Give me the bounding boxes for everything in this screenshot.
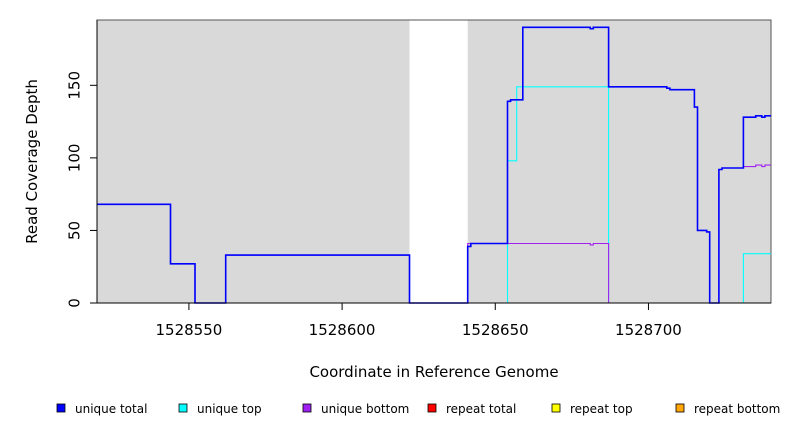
legend-label: unique top — [197, 402, 262, 416]
y-tick-label: 50 — [66, 221, 84, 240]
legend-swatch — [427, 403, 437, 413]
y-tick-label: 100 — [66, 144, 84, 173]
legend-swatch — [675, 403, 685, 413]
legend-item-repeat-bottom: repeat bottom — [675, 402, 780, 416]
legend-label: repeat top — [570, 402, 633, 416]
legend-swatch — [178, 403, 188, 413]
legend: unique total unique top unique bottom repea… — [56, 402, 780, 416]
x-tick-label: 1528650 — [462, 321, 529, 339]
axes: 1528550 1528600 1528650 1528700 0 50 100 150 — [66, 20, 771, 339]
legend-item-unique-bottom: unique bottom — [302, 402, 409, 416]
y-tick-label: 150 — [66, 71, 84, 100]
legend-label: repeat bottom — [694, 402, 780, 416]
legend-item-unique-top: unique top — [178, 402, 262, 416]
x-axis-title: Coordinate in Reference Genome — [309, 363, 558, 381]
x-tick-label: 1528600 — [309, 321, 376, 339]
y-tick-label: 0 — [66, 298, 84, 308]
legend-swatch — [56, 403, 66, 413]
legend-swatch — [302, 403, 312, 413]
legend-item-unique-total: unique total — [56, 402, 147, 416]
legend-label: repeat total — [446, 402, 516, 416]
shaded-regions — [97, 20, 771, 303]
legend-label: unique bottom — [321, 402, 409, 416]
y-axis-title: Read Coverage Depth — [23, 79, 41, 244]
legend-label: unique total — [75, 402, 147, 416]
legend-item-repeat-total: repeat total — [427, 402, 516, 416]
shaded-region-1 — [97, 20, 410, 303]
x-tick-label: 1528700 — [615, 321, 682, 339]
legend-swatch — [551, 403, 561, 413]
legend-item-repeat-top: repeat top — [551, 402, 633, 416]
x-tick-label: 1528550 — [156, 321, 223, 339]
shaded-region-2 — [467, 20, 771, 303]
